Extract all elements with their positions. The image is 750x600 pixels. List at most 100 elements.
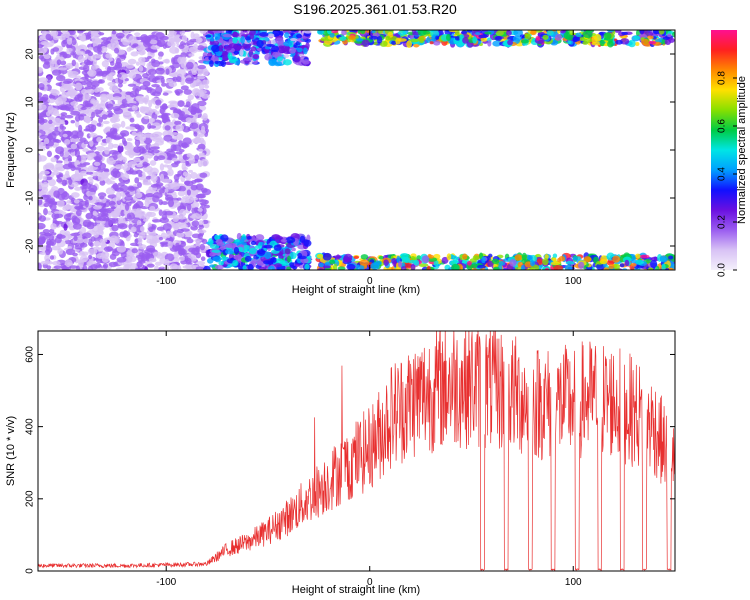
spectrogram-cell <box>225 249 235 255</box>
spectrogram-cell <box>197 45 205 51</box>
spectrogram-cell <box>151 219 162 223</box>
spectrogram-cell <box>45 33 52 41</box>
spectrogram-cell <box>78 114 85 121</box>
spectrogram-cell <box>155 32 165 40</box>
spectrogram-cell <box>66 221 73 226</box>
spectrogram-cell <box>42 42 50 46</box>
spectrogram-cell <box>161 213 168 221</box>
spectrogram-cell <box>317 267 325 270</box>
spectrogram-cell <box>655 265 660 270</box>
spectrogram-cell <box>433 259 439 267</box>
spectrogram-cell <box>112 197 121 202</box>
spectrogram-cell <box>138 65 144 72</box>
spectrogram-cell <box>199 129 206 135</box>
spectrogram-cell <box>125 126 135 130</box>
spectrogram-cell <box>104 146 110 155</box>
spectrogram-cell <box>106 66 112 74</box>
spectrogram-cell <box>193 138 199 144</box>
spectrogram-cell <box>154 105 160 109</box>
spectrogram-cell <box>113 154 118 161</box>
spectrogram-cell <box>300 35 308 39</box>
spectrogram-cell <box>264 45 271 50</box>
spectrogram-cell <box>659 255 668 263</box>
spectrogram-cell <box>239 48 244 57</box>
spectrogram-cell <box>92 175 99 180</box>
spectrogram-cell <box>46 238 52 245</box>
spectrogram-cell <box>215 238 223 245</box>
spectrogram-cell <box>284 32 290 39</box>
spectrogram-cell <box>186 40 195 46</box>
spectrogram-cell <box>77 44 88 52</box>
spectrogram-cell <box>520 264 525 270</box>
spectrogram-cell <box>68 177 73 186</box>
spectrogram-cell <box>170 112 180 119</box>
spectrogram-cell <box>492 40 502 47</box>
spectrogram-cell <box>202 112 208 121</box>
spectrogram-cell <box>124 203 130 211</box>
spectrogram-cell <box>148 258 156 262</box>
spectrogram-cell <box>148 99 153 108</box>
spectrogram-cell <box>197 75 206 80</box>
spectrogram-cell <box>213 30 222 34</box>
spectrogram-cell <box>114 47 120 54</box>
spectrogram-cell <box>177 56 186 64</box>
spectrogram-cell <box>124 195 134 201</box>
spectrogram-cell <box>180 85 189 91</box>
spectrogram-cell <box>169 46 179 54</box>
spectrogram-cell <box>38 120 45 124</box>
spectrogram-cell <box>418 36 425 44</box>
spectrogram-cell <box>316 30 325 35</box>
spectrogram-cell <box>80 106 87 111</box>
spectrogram-cell <box>172 193 178 199</box>
spectrogram-cell <box>75 50 85 56</box>
spectrogram-cell <box>135 61 140 66</box>
spectrogram-cell <box>139 213 147 219</box>
spectrogram-cell <box>280 239 288 243</box>
spectrogram-cell <box>99 238 108 243</box>
spectrogram-cell <box>53 265 62 270</box>
spectrogram-cell <box>198 137 205 144</box>
spectrogram-cell <box>218 44 223 52</box>
spectrogram-cell <box>96 87 104 92</box>
spectrogram-cell <box>233 50 240 55</box>
spectrogram-cell <box>47 105 54 114</box>
spectrogram-cell <box>149 39 158 45</box>
spectrogram-cell <box>75 167 82 171</box>
spectrogram-cell <box>505 30 512 36</box>
spectrogram-cell <box>161 82 167 87</box>
spectrogram-cell <box>43 126 49 131</box>
spectrogram-cell <box>140 106 150 114</box>
spectrogram-cell <box>495 36 502 42</box>
spectrogram-cell <box>70 52 76 56</box>
spectrogram-cell <box>44 162 55 171</box>
spectrogram-cell <box>139 85 149 90</box>
spectrogram-cell <box>57 248 64 255</box>
spectrogram-cell <box>78 124 83 133</box>
spectrogram-cell <box>117 98 123 106</box>
spectrogram-cell <box>619 263 625 268</box>
spectrogram-cell <box>135 132 144 138</box>
spectrogram-cell <box>163 134 173 142</box>
spectrogram-cell <box>624 259 630 267</box>
spectrogram-cell <box>353 255 360 260</box>
spectrogram-cell <box>178 44 185 50</box>
spectrogram-cell <box>190 108 197 115</box>
spectrogram-cell <box>413 259 420 266</box>
snr-xtick-label: 0 <box>367 577 373 588</box>
spectrogram-cell <box>135 169 143 175</box>
spectrogram-cell <box>79 170 89 177</box>
spectrogram-cell <box>82 265 88 270</box>
spectrogram-cell <box>140 225 145 232</box>
spectrogram-cell <box>38 181 44 190</box>
spectrogram-cell <box>199 243 206 251</box>
spectrogram-cell <box>43 202 50 208</box>
spectrogram-cell <box>70 120 76 124</box>
spectrogram-cell <box>38 155 47 162</box>
spectrogram-cell <box>43 208 48 216</box>
spectrogram-cell <box>135 200 144 209</box>
spectrogram-cell <box>174 34 181 38</box>
spectrogram-cell <box>106 157 116 165</box>
spectrogram-cell <box>185 161 190 166</box>
spectrogram-cell <box>378 255 385 260</box>
spectrogram-cell <box>136 237 143 245</box>
